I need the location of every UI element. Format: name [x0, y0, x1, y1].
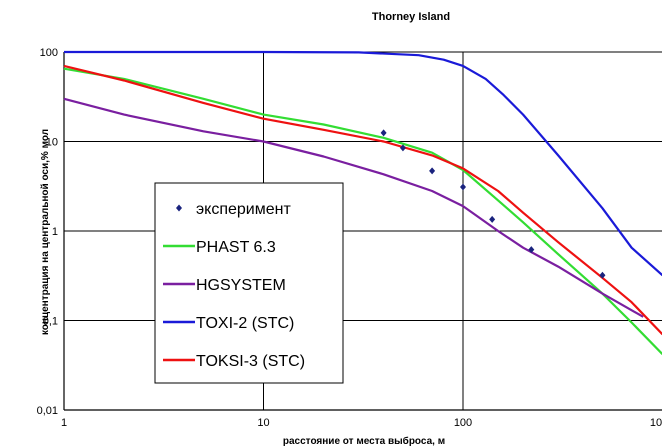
- y-axis-label: концентрация на центральной оси,% мол: [40, 129, 51, 335]
- y-tick-label: 0,01: [37, 405, 58, 417]
- legend-label: TOXI-2 (STC): [196, 315, 294, 332]
- series-line-2: [63, 97, 644, 318]
- x-tick-label: 10: [650, 417, 662, 429]
- experiment-point: [528, 246, 535, 254]
- legend-label: эксперимент: [196, 201, 291, 218]
- legend-label: HGSYSTEM: [196, 277, 286, 294]
- y-tick-labels: 100 10 1 0,1 0,01: [37, 47, 58, 417]
- legend-swatch: [176, 204, 182, 212]
- x-axis-label: расстояние от места выброса, м: [283, 435, 445, 447]
- series-line-4: [63, 64, 662, 336]
- legend-label: PHAST 6.3: [196, 239, 276, 256]
- experiment-point: [599, 271, 606, 279]
- legend: эксперимент PHAST 6.3 HGSYSTEM TOXI-2 (STC)…: [154, 182, 344, 384]
- experiment-point: [460, 183, 466, 191]
- axes: [63, 52, 662, 411]
- series-line-3: [64, 50, 662, 277]
- legend-box: [154, 182, 344, 384]
- y-tick-label: 10: [46, 137, 58, 149]
- y-tick-label: 0,1: [43, 316, 58, 328]
- experiment-point: [429, 167, 436, 175]
- x-tick-label: 10: [257, 417, 269, 429]
- y-tick-label: 1: [52, 226, 58, 238]
- x-tick-label: 1: [61, 417, 67, 429]
- legend-label: TOKSI-3 (STC): [196, 353, 305, 370]
- experiment-markers: [380, 129, 606, 279]
- experiment-point: [399, 144, 406, 152]
- experiment-point: [380, 129, 387, 137]
- chart-title: Thorney Island: [372, 11, 450, 23]
- x-tick-label: 100: [454, 417, 472, 429]
- y-tick-label: 100: [40, 47, 58, 59]
- series-group: [63, 50, 662, 355]
- experiment-point: [489, 215, 496, 223]
- x-tick-labels: 1 10 100 10: [61, 417, 662, 429]
